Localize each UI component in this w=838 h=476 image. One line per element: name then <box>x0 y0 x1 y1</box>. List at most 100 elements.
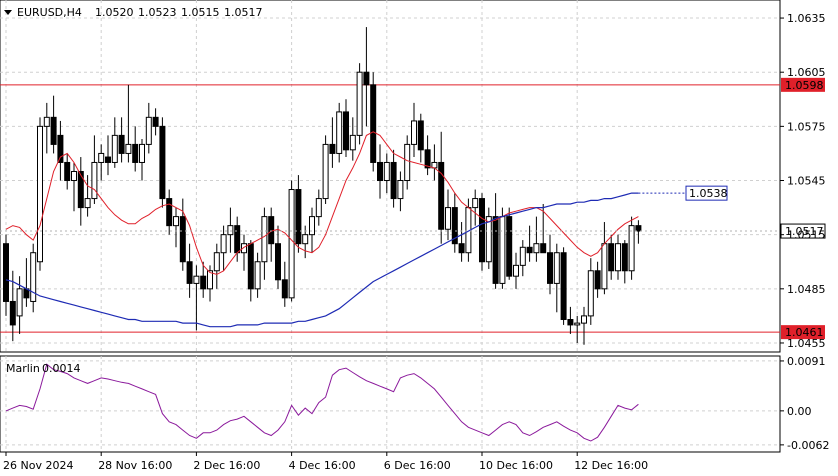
candle-body <box>77 170 84 209</box>
symbol-menu-triangle-icon[interactable] <box>4 10 12 15</box>
candle-body <box>567 319 574 326</box>
candle-body <box>275 243 281 281</box>
candle-body <box>152 116 159 127</box>
price-tick-label: 1.0575 <box>787 120 826 133</box>
candle-body <box>145 116 152 145</box>
candle-body <box>615 243 621 272</box>
candle-body <box>526 246 533 254</box>
candle-body <box>390 161 397 200</box>
candle-body <box>329 143 336 154</box>
candle-body <box>234 225 241 254</box>
candle-body <box>261 216 268 263</box>
price-tick-label: 1.0515 <box>787 229 826 242</box>
candle-body <box>594 270 601 290</box>
header-high: 1.0523 <box>138 6 177 19</box>
candle-body <box>349 134 356 151</box>
candle-body <box>288 189 295 299</box>
price-tick-label: 1.0635 <box>787 12 826 25</box>
candle-body <box>506 216 513 277</box>
candle-body <box>118 134 125 154</box>
indicator-value: 0.0014 <box>42 362 81 375</box>
candle-body <box>200 275 207 290</box>
time-tick-label: 10 Dec 16:00 <box>479 459 553 472</box>
candle-body <box>479 198 485 263</box>
candle-body <box>64 161 71 182</box>
candle-body <box>581 315 587 324</box>
candle-body <box>533 243 540 254</box>
level-price-tag <box>781 325 825 340</box>
header-symbol: EURUSD,H4 <box>17 6 82 19</box>
candle-body <box>302 234 309 245</box>
candle-body <box>139 143 145 163</box>
price-tick-label: 1.0455 <box>787 337 826 350</box>
candle-body <box>601 243 608 290</box>
candle-body <box>220 234 227 254</box>
level-price-tag <box>781 77 825 92</box>
candle-body <box>91 161 98 200</box>
time-tick-label: 28 Nov 16:00 <box>98 459 172 472</box>
main-plot-area <box>0 0 781 353</box>
candle-body <box>98 152 105 163</box>
current-price-label: 1.0517 <box>785 225 824 238</box>
oscillator-grid <box>0 356 780 452</box>
candle-body <box>438 161 445 230</box>
candle-body <box>404 143 411 182</box>
candle-body <box>445 207 451 230</box>
oscillator-plot-area <box>0 355 781 453</box>
candle-body <box>315 198 322 218</box>
level-price-label: 1.0461 <box>785 326 824 339</box>
candle-body <box>574 322 581 326</box>
candle-body <box>411 120 417 145</box>
candle-body <box>485 216 492 263</box>
time-tick-label: 26 Nov 2024 <box>3 459 73 472</box>
time-tick-label: 2 Dec 16:00 <box>193 459 260 472</box>
price-axis: 1.0635 1.0605 1.0575 1.0545 1.0515 1.0485 1.04… <box>780 12 826 350</box>
indicator-name: Marlin <box>6 362 40 375</box>
candle-body <box>111 134 118 163</box>
candle-body <box>343 111 349 151</box>
candle-body <box>608 243 615 272</box>
candle-body <box>43 116 50 127</box>
fast-ma-line <box>5 131 639 275</box>
level-price-label: 1.0598 <box>785 79 824 92</box>
candle-body <box>363 71 370 86</box>
price-tick-label: 1.0605 <box>787 66 826 79</box>
candle-body <box>254 261 261 290</box>
time-tick-label: 6 Dec 16:00 <box>384 459 451 472</box>
candle-body <box>451 207 458 245</box>
candle-body <box>132 143 139 163</box>
candle-body <box>513 264 519 277</box>
price-tick-label: 1.0485 <box>787 283 826 296</box>
candle-body <box>356 71 363 136</box>
slow-ma-line <box>5 192 639 328</box>
candle-body <box>553 252 560 284</box>
candle-body <box>628 225 635 272</box>
candle-body <box>173 216 179 227</box>
candle-body <box>560 252 567 321</box>
candle-body <box>30 252 37 302</box>
oscillator-line <box>5 363 639 442</box>
candle-body <box>540 243 547 254</box>
candle-body <box>472 198 479 209</box>
oscillator-axis: 0.0091 0.00 -0.0062 <box>780 355 829 452</box>
candle-body <box>309 216 315 236</box>
candle-body <box>547 252 553 284</box>
candle-body <box>424 149 431 169</box>
candle-body <box>50 116 57 145</box>
candle-body <box>377 161 383 182</box>
candle-body <box>57 134 64 163</box>
candle-body <box>492 216 499 284</box>
candle-body <box>186 261 193 284</box>
slow-ma-price-label: 1.0538 <box>689 187 728 200</box>
header-close: 1.0517 <box>224 6 263 19</box>
candle-body <box>295 189 302 245</box>
candle-body <box>519 246 526 266</box>
candle-body <box>37 125 43 263</box>
candle-body <box>71 170 77 182</box>
candle-body <box>247 243 254 290</box>
candle-body <box>281 279 288 299</box>
candle-body <box>417 120 424 151</box>
price-tick-label: 1.0545 <box>787 175 826 188</box>
candle-body <box>227 225 234 236</box>
candle-body <box>9 300 16 326</box>
